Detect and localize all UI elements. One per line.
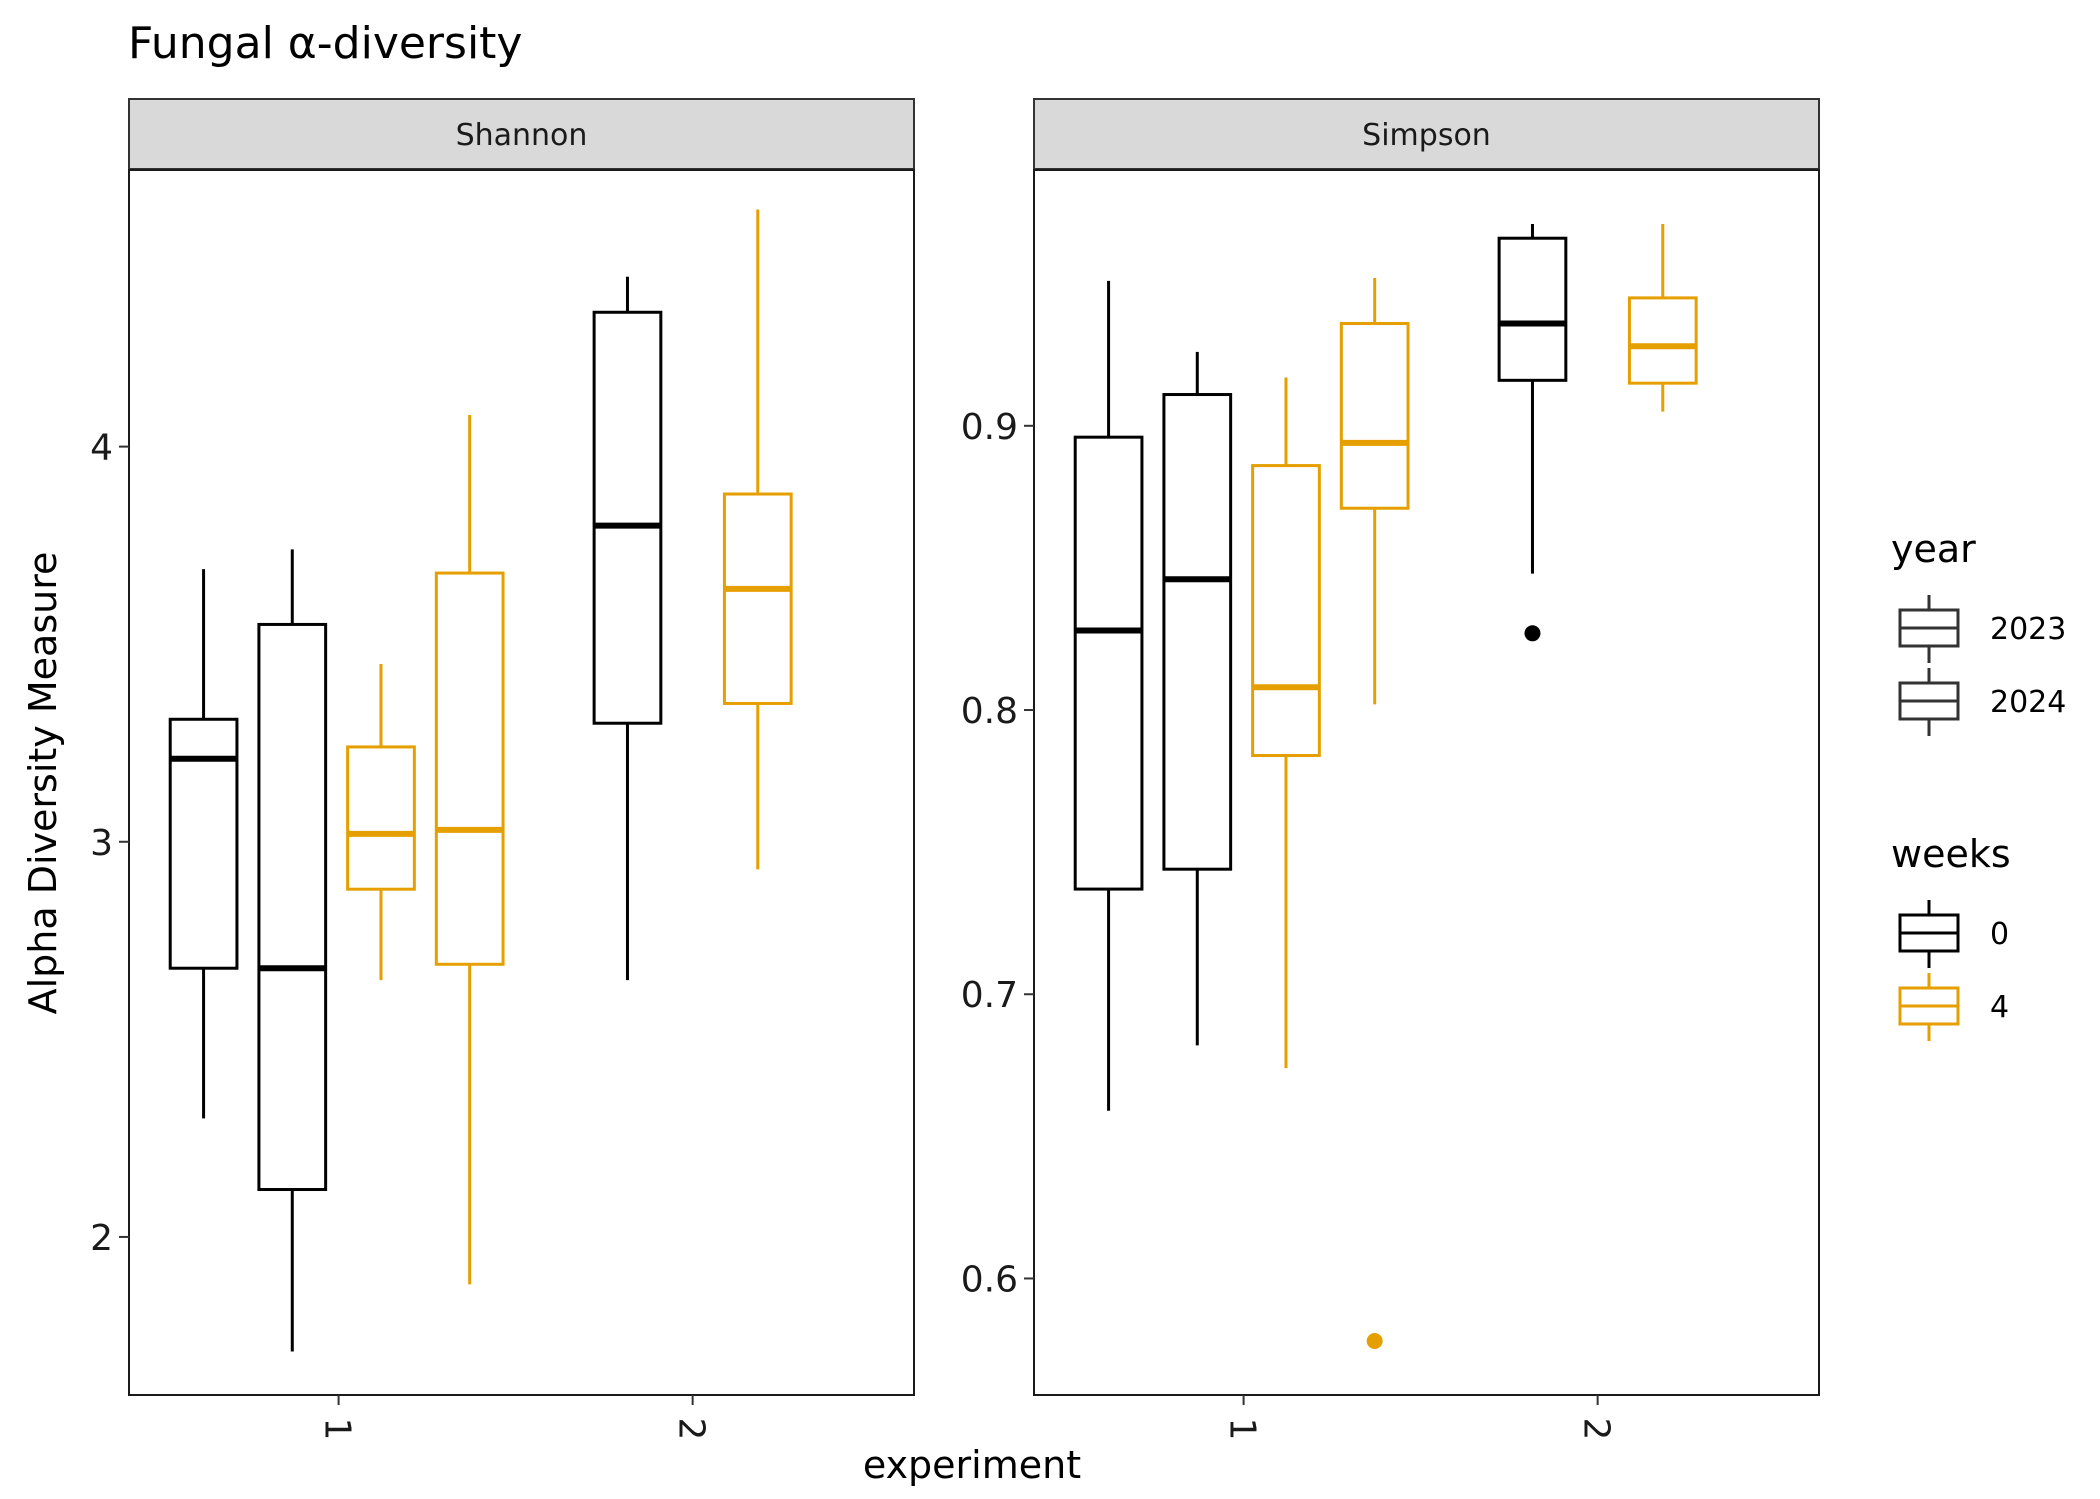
legend-key-year-2024 [1898,668,1960,736]
box-exp2-2024-wk0 [1497,224,1568,642]
legend-label-year: 2024 [1990,685,2066,720]
box-iqr [1073,435,1144,891]
facet-panels: Shannon 2 3 4 1 2 Simpson 0.6 0.7 0.8 0.9 1 2 [90,98,1820,1441]
box-iqr [722,492,793,705]
box-iqr [1162,393,1233,871]
x-tick-label: 1 [1222,1418,1263,1441]
outlier-point [1524,625,1541,642]
facet-strip [128,98,915,170]
box-exp1-2024-wk4 [1339,278,1410,1349]
legend-title-weeks: weeks [1891,832,2011,876]
box-exp1-2024-wk0 [257,549,328,1352]
legend-key-weeks-0 [1898,900,1960,968]
legend-label-year: 2023 [1990,612,2066,647]
box-iqr [257,622,328,1192]
legend-label-weeks: 4 [1990,990,2009,1025]
y-tick-label: 0.7 [961,975,1018,1016]
facet-strip-label: Simpson [1362,118,1491,153]
box-iqr [434,571,505,966]
facet-strip [1033,98,1820,170]
y-axis-title: Alpha Diversity Measure [21,552,65,1015]
outlier-point [1366,1332,1383,1349]
box-exp2-2024-wk4 [722,209,793,870]
legend-label-weeks: 0 [1990,917,2009,952]
box-iqr [1627,296,1698,385]
box-exp1-2023-wk0 [1073,280,1144,1111]
box-iqr [592,310,663,725]
legend-key-weeks-4 [1898,973,1960,1041]
box-exp1-2023-wk4 [346,663,416,981]
legend: year 2023 2024 weeks 0 4 [1891,527,2066,1041]
x-axis-title: experiment [863,1443,1081,1487]
box-iqr [1251,464,1321,757]
panel-border [128,169,915,1396]
box-exp2-2024-wk4 [1627,224,1698,412]
panel-border [1033,169,1820,1396]
chart-title: Fungal α-diversity [128,18,522,69]
box-exp1-2023-wk4 [1251,377,1321,1069]
legend-key-year-2023 [1898,595,1960,663]
y-tick-label: 2 [90,1218,113,1259]
facet-panel-simpson: Simpson 0.6 0.7 0.8 0.9 1 2 [961,98,1820,1441]
x-tick-label: 1 [317,1418,358,1441]
y-tick-label: 0.9 [961,407,1018,448]
facet-strip-label: Shannon [456,118,588,153]
box-iqr [1339,321,1410,510]
box-iqr [346,745,416,891]
box-exp2-2024-wk0 [592,276,663,981]
x-tick-label: 2 [671,1418,712,1441]
y-tick-label: 4 [90,428,113,469]
box-exp1-2023-wk0 [168,569,239,1119]
facet-panel-shannon: Shannon 2 3 4 1 2 [90,98,915,1441]
y-tick-label: 3 [90,823,113,864]
box-iqr [1497,236,1568,382]
y-tick-label: 0.8 [961,691,1018,732]
legend-title-year: year [1891,527,1976,571]
box-exp1-2024-wk0 [1162,351,1233,1046]
x-tick-label: 2 [1576,1418,1617,1441]
box-exp1-2024-wk4 [434,415,505,1285]
y-tick-label: 0.6 [961,1259,1018,1300]
